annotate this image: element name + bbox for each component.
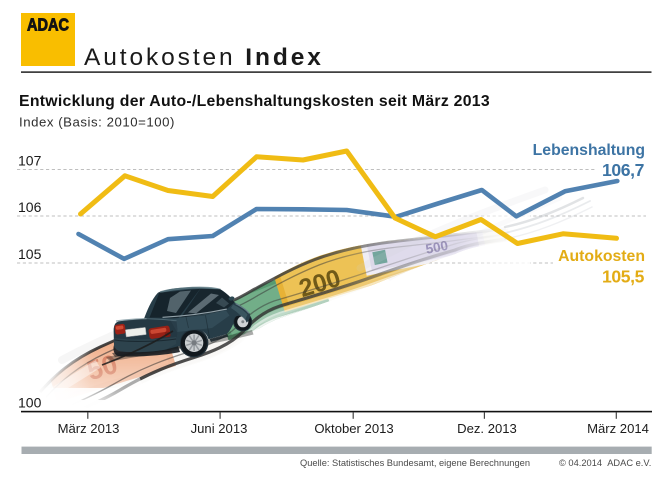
svg-text:Quelle: Statistisches Bundesam: Quelle: Statistisches Bundesamt, eigene … <box>300 458 530 468</box>
svg-text:Dez. 2013: Dez. 2013 <box>457 421 517 436</box>
svg-text:Autokosten Index: Autokosten Index <box>84 44 324 71</box>
svg-text:ADAC: ADAC <box>27 15 69 35</box>
svg-text:März 2014: März 2014 <box>587 421 649 436</box>
svg-text:106,7: 106,7 <box>602 160 645 180</box>
svg-text:105,5: 105,5 <box>602 267 645 287</box>
svg-text:100: 100 <box>18 395 42 411</box>
svg-text:© 04.2014 ADAC e.V.: © 04.2014 ADAC e.V. <box>559 458 651 468</box>
svg-text:106: 106 <box>18 199 42 215</box>
svg-text:Juni 2013: Juni 2013 <box>191 421 248 436</box>
svg-text:Lebenshaltung: Lebenshaltung <box>533 142 645 159</box>
svg-text:107: 107 <box>18 153 42 169</box>
svg-text:Entwicklung der Auto-/Lebensha: Entwicklung der Auto-/Lebenshaltungskost… <box>19 93 490 110</box>
svg-text:Index (Basis: 2010=100): Index (Basis: 2010=100) <box>19 115 175 130</box>
svg-text:105: 105 <box>18 246 42 262</box>
svg-text:Oktober 2013: Oktober 2013 <box>314 421 393 436</box>
svg-text:März 2013: März 2013 <box>58 421 120 436</box>
svg-text:Autokosten: Autokosten <box>558 248 645 265</box>
